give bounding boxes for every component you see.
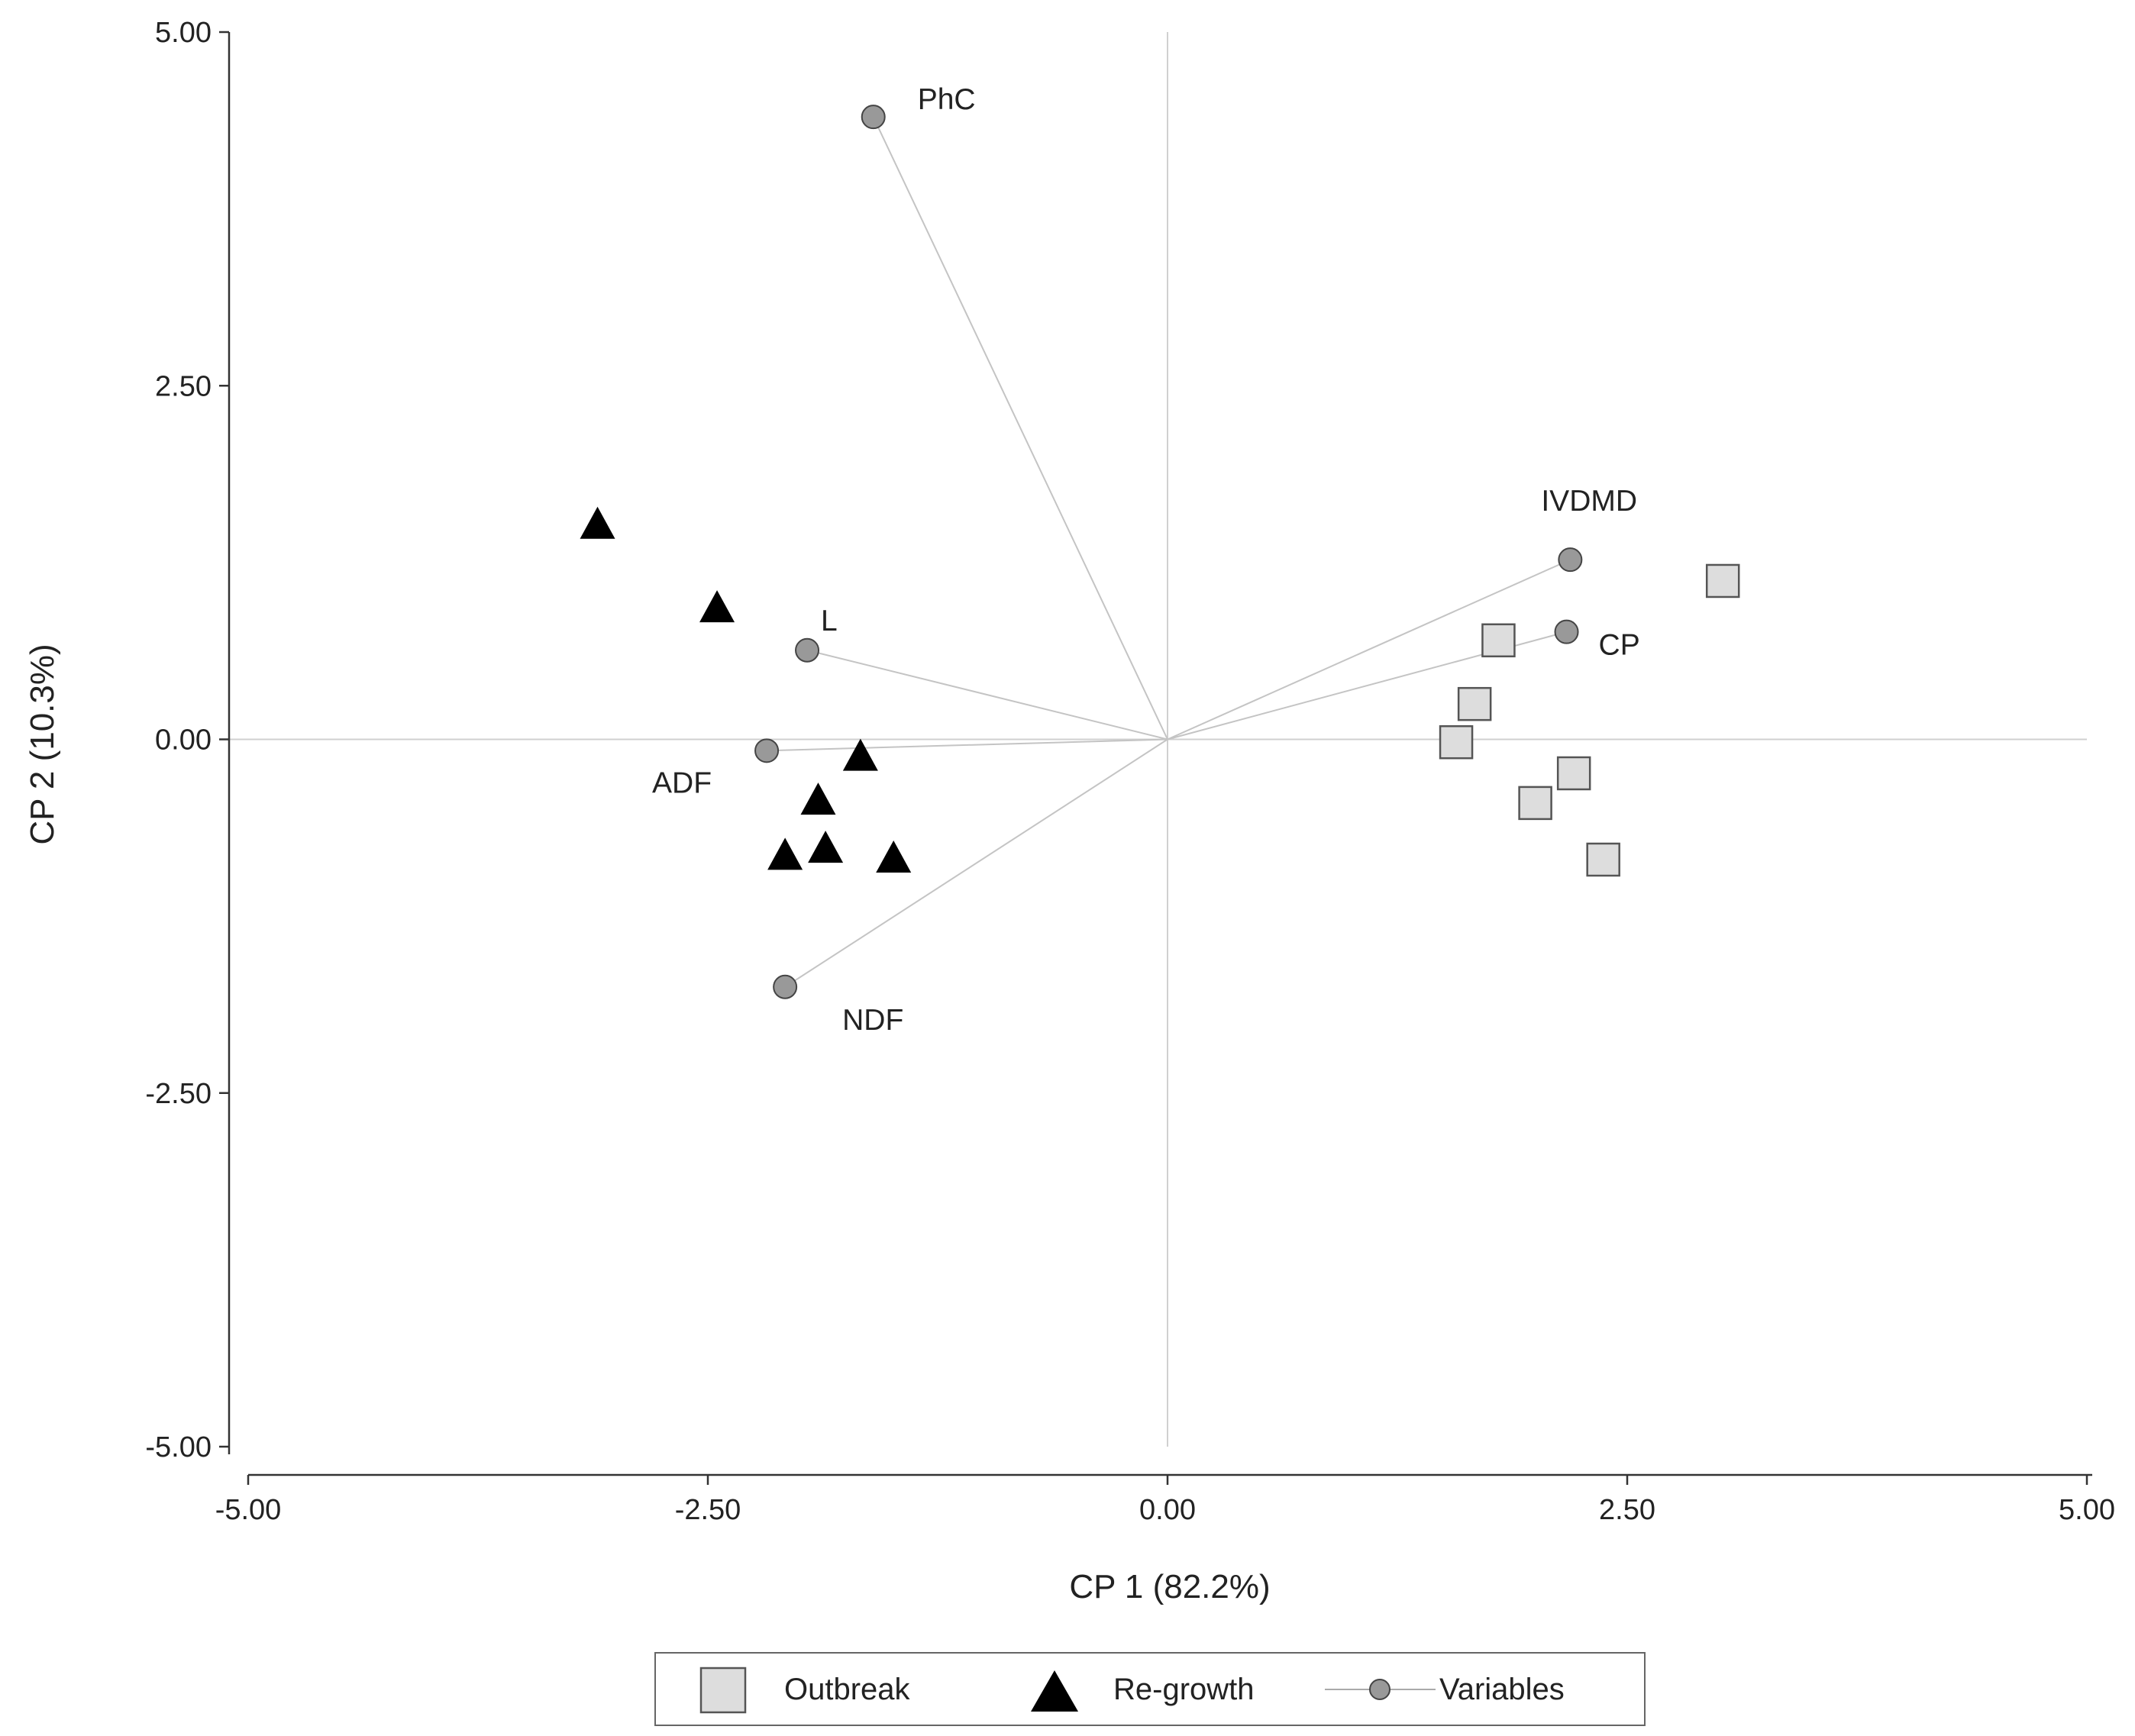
legend-outbreak-label: Outbreak [784, 1673, 911, 1706]
variable-vectors [767, 116, 1571, 988]
legend-outbreak-marker [699, 1667, 747, 1714]
outbreak-point [1705, 563, 1740, 599]
data-points [580, 105, 1740, 999]
x-ticks: -5.00 -2.50 0.00 2.50 5.00 [215, 1475, 2115, 1526]
legend-frame [654, 1652, 1646, 1726]
x-tick-label: 2.50 [1599, 1494, 1655, 1526]
variable-label: CP [1599, 629, 1640, 662]
regrowth-point [842, 738, 878, 771]
variable-vector [872, 116, 1168, 740]
x-tick-label: -2.50 [675, 1494, 741, 1526]
regrowth-point [808, 831, 844, 863]
variable-vector [806, 649, 1168, 741]
y-tick-label: 2.50 [155, 370, 212, 402]
outbreak-point [1481, 623, 1516, 658]
variable-point [1554, 619, 1579, 644]
y-axis-title: CP 2 (10.3%) [24, 644, 61, 844]
variable-label: IVDMD [1541, 485, 1637, 518]
variable-point [861, 105, 886, 130]
variable-point [1558, 547, 1583, 573]
regrowth-point [876, 841, 912, 873]
x-axis-title: CP 1 (82.2%) [1069, 1568, 1270, 1605]
outbreak-point [1439, 724, 1474, 760]
variable-labels: PhC IVDMD CP L ADF NDF [652, 83, 1640, 1037]
x-tick-label: 0.00 [1139, 1494, 1196, 1526]
y-tick-label: -5.00 [145, 1431, 212, 1463]
x-tick-label: 5.00 [2059, 1494, 2115, 1526]
x-tick-label: -5.00 [215, 1494, 282, 1526]
variable-label: PhC [918, 83, 976, 116]
variable-point [754, 738, 780, 763]
variable-label: NDF [842, 1004, 903, 1037]
y-ticks: -5.00 -2.50 0.00 2.50 5.00 [145, 17, 229, 1463]
legend: Outbreak Re-growth Variables [654, 1652, 1646, 1726]
legend-regrowth-marker [1031, 1670, 1078, 1712]
outbreak-point [1556, 756, 1591, 791]
legend-variables-label: Variables [1439, 1673, 1565, 1706]
legend-regrowth-label: Re-growth [1113, 1673, 1255, 1706]
variable-label: ADF [652, 766, 712, 799]
axes [228, 32, 2092, 1476]
regrowth-point [767, 837, 803, 870]
variable-vector [784, 738, 1168, 988]
y-tick-label: -2.50 [145, 1078, 212, 1110]
variable-point [795, 637, 820, 663]
variable-vector [767, 738, 1168, 752]
regrowth-point [580, 506, 615, 539]
variable-label: L [821, 605, 838, 637]
outbreak-point [1457, 686, 1492, 721]
regrowth-point [699, 590, 735, 623]
outbreak-point [1518, 786, 1552, 821]
y-tick-label: 0.00 [155, 724, 212, 757]
variable-point [773, 974, 798, 999]
regrowth-point [800, 782, 836, 815]
legend-variables-marker [1369, 1679, 1390, 1700]
y-tick-label: 5.00 [155, 17, 212, 49]
variable-vector [1167, 559, 1571, 741]
outbreak-point [1586, 842, 1620, 877]
